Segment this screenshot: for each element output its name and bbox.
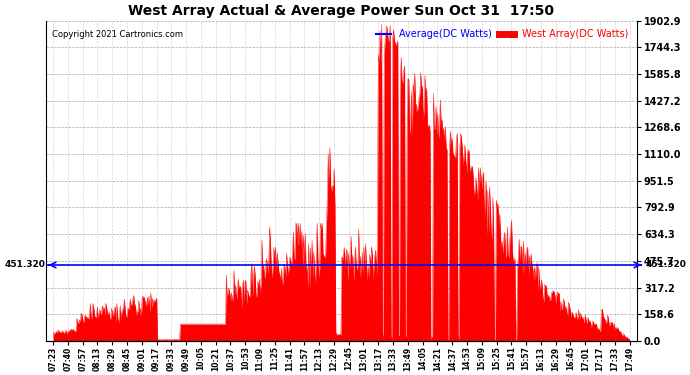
Legend: Average(DC Watts), West Array(DC Watts): Average(DC Watts), West Array(DC Watts) bbox=[373, 26, 632, 44]
Text: Copyright 2021 Cartronics.com: Copyright 2021 Cartronics.com bbox=[52, 30, 183, 39]
Text: 451.320: 451.320 bbox=[4, 261, 45, 270]
Title: West Array Actual & Average Power Sun Oct 31  17:50: West Array Actual & Average Power Sun Oc… bbox=[128, 4, 554, 18]
Text: 451.320: 451.320 bbox=[646, 261, 687, 270]
